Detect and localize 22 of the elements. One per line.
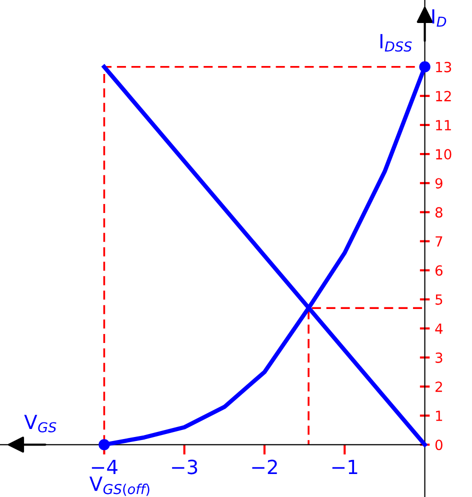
y-tick-label: 11	[436, 120, 451, 130]
y-tick-label: 3	[436, 352, 442, 363]
annotation: V$_{GS(off)}$	[89, 476, 150, 496]
y-tick-label: 6	[435, 265, 442, 276]
y-tick-label: 4	[435, 324, 443, 334]
x-tick-label: −2	[252, 460, 277, 474]
y-tick-label: 7	[436, 236, 442, 247]
y-tick-label: 5	[436, 294, 442, 305]
y-axis-title: I$_{D}$	[432, 9, 446, 27]
x-tick-label: −1	[332, 460, 358, 474]
annotation: I$_{DSS}$	[380, 34, 412, 52]
y-tick-label: 13	[436, 62, 452, 72]
y-tick-label: 1	[436, 410, 442, 421]
x-tick-label: −3	[172, 460, 198, 474]
y-tick-label: 2	[436, 382, 442, 392]
y-tick-label: 9	[435, 178, 442, 189]
y-tick-label: 8	[435, 207, 442, 218]
x-axis-title: V$_{GS}$	[24, 414, 56, 432]
y-tick-label: 0	[435, 440, 442, 450]
y-tick-label: 10	[436, 149, 452, 160]
x-tick-label: −4	[92, 460, 118, 474]
y-tick-label: 12	[436, 90, 451, 102]
